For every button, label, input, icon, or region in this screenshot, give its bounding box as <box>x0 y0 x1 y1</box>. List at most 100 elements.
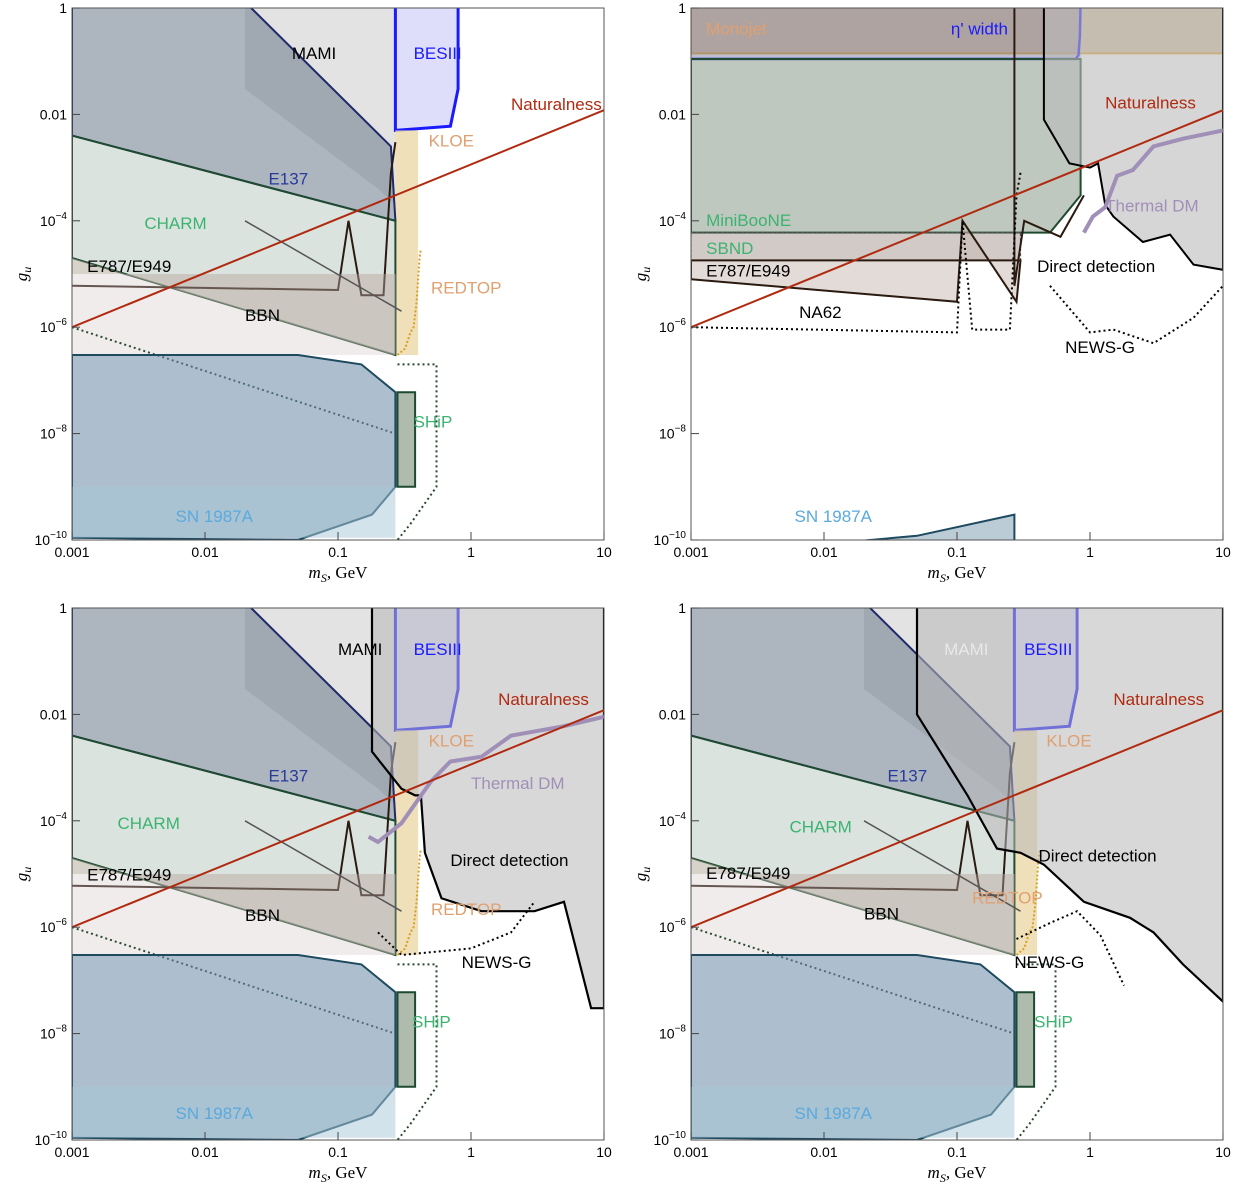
label-mami: MAMI <box>292 44 336 63</box>
ship-region <box>396 391 417 488</box>
label-naturalness: Naturalness <box>498 690 589 709</box>
thermal-dm-line <box>367 714 604 845</box>
chart-panel-bottom-right: 0.001 0.01 0.1 1 1010−1010−810−610−40.011mS,… <box>631 600 1231 1185</box>
e787-region <box>72 258 396 355</box>
direct-detection-region <box>915 608 1223 1004</box>
y-axis-label: gu <box>631 867 653 882</box>
e137-region <box>72 608 397 823</box>
x-tick-label: 1 <box>467 1144 475 1160</box>
thermal-dm-line <box>1082 128 1223 234</box>
x-axis-label: mS, GeV <box>309 563 369 585</box>
y-tick-exponent: −8 <box>56 424 68 435</box>
label-e137: E137 <box>887 766 927 785</box>
y-tick-exponent: −4 <box>675 211 687 222</box>
label-mami: MAMI <box>338 640 382 659</box>
sn1987a-light <box>72 486 396 538</box>
y-tick-label: 1 <box>59 0 67 16</box>
y-tick-exponent: −10 <box>50 1130 67 1141</box>
y-axis-label: gu <box>631 267 653 282</box>
label-thermal-dm: Thermal DM <box>1105 196 1199 215</box>
e137-region <box>72 8 397 223</box>
x-tick-label: 0.001 <box>673 1144 708 1160</box>
label-sn-1987a: SN 1987A <box>175 507 253 526</box>
news-g-curve <box>377 901 536 957</box>
chart-panel-bottom-left: 0.001 0.01 0.1 1 1010−1010−810−610−40.011mS,… <box>12 600 612 1185</box>
ship-dotted <box>1015 963 1057 1140</box>
label-redtop: REDTOP <box>972 888 1043 907</box>
label-direct-detection: Direct detection <box>1037 257 1155 276</box>
label-e137: E137 <box>268 170 308 189</box>
x-tick-label: 0.001 <box>54 544 89 560</box>
y-tick-exponent: −6 <box>56 317 68 328</box>
e787-region <box>72 858 396 955</box>
plot-area <box>691 8 1223 540</box>
x-tick-label: 0.1 <box>947 544 967 560</box>
y-tick-label: 1 <box>59 600 67 616</box>
eta-width-region <box>691 8 1081 59</box>
y-tick-exponent: −6 <box>675 917 687 928</box>
y-tick-label: 0.01 <box>40 706 67 722</box>
label-bbn: BBN <box>245 306 280 325</box>
y-tick-label: 10−6 <box>40 317 67 335</box>
y-tick-exponent: −6 <box>56 917 68 928</box>
sn1987a-region <box>858 513 1016 540</box>
na62-curve <box>691 172 1022 334</box>
x-axis-label: mS, GeV <box>928 1163 988 1185</box>
label-sn-1987a: SN 1987A <box>175 1104 253 1123</box>
e787-curve <box>72 142 397 297</box>
y-tick-label: 0.01 <box>659 106 686 122</box>
x-axis-label: mS, GeV <box>928 563 988 585</box>
label-thermal-dm: Thermal DM <box>471 774 565 793</box>
ship-dotted <box>396 363 438 540</box>
y-tick-exponent: −10 <box>669 530 686 541</box>
besiii-region <box>393 8 460 133</box>
label-news-g: NEWS-G <box>462 953 532 972</box>
news-g-curve <box>1049 285 1223 345</box>
label-naturalness: Naturalness <box>1105 93 1196 112</box>
kloe-region <box>395 130 419 355</box>
y-tick-exponent: −8 <box>56 1024 68 1035</box>
y-tick-label: 10−6 <box>659 317 686 335</box>
label-redtop: REDTOP <box>431 900 502 919</box>
label-width: η' width <box>951 19 1008 38</box>
y-tick-label: 10−6 <box>659 917 686 935</box>
y-tick-label: 1 <box>678 0 686 16</box>
label-mami: MAMI <box>944 640 988 659</box>
x-tick-label: 10 <box>1215 544 1231 560</box>
x-tick-label: 0.001 <box>54 1144 89 1160</box>
y-tick-label: 10−8 <box>659 1024 686 1042</box>
label-na62: NA62 <box>799 303 842 322</box>
label-news-g: NEWS-G <box>1014 953 1084 972</box>
y-tick-exponent: −4 <box>56 811 68 822</box>
label-kloe: KLOE <box>1046 731 1091 750</box>
mami-edge <box>863 820 1021 912</box>
e787-curve <box>1013 8 1085 286</box>
x-axis-label: mS, GeV <box>309 1163 369 1185</box>
label-bbn: BBN <box>864 904 899 923</box>
y-tick-label: 0.01 <box>40 106 67 122</box>
y-tick-label: 0.01 <box>659 706 686 722</box>
ship-dotted <box>396 963 438 1140</box>
y-tick-label: 10−4 <box>40 811 67 829</box>
sn1987a-light <box>691 1086 1015 1138</box>
label-besiii: BESIII <box>414 640 462 659</box>
label-e137: E137 <box>268 766 308 785</box>
x-tick-label: 10 <box>596 544 612 560</box>
plot-area <box>72 8 604 540</box>
label-kloe: KLOE <box>429 131 474 150</box>
y-tick-exponent: −8 <box>675 1024 687 1035</box>
label-redtop: REDTOP <box>431 278 502 297</box>
x-tick-label: 0.1 <box>947 1144 967 1160</box>
x-tick-label: 0.01 <box>810 1144 837 1160</box>
label-news-g: NEWS-G <box>1065 338 1135 357</box>
y-tick-exponent: −8 <box>675 424 687 435</box>
y-tick-label: 10−8 <box>40 424 67 442</box>
x-tick-label: 1 <box>1086 544 1094 560</box>
y-tick-exponent: −6 <box>675 317 687 328</box>
e787-region <box>691 858 1015 955</box>
label-e787-e949: E787/E949 <box>706 864 790 883</box>
plot-area <box>72 608 604 1140</box>
label-ship: SHiP <box>412 1013 451 1032</box>
label-ship: SHiP <box>414 413 453 432</box>
label-kloe: KLOE <box>429 731 474 750</box>
